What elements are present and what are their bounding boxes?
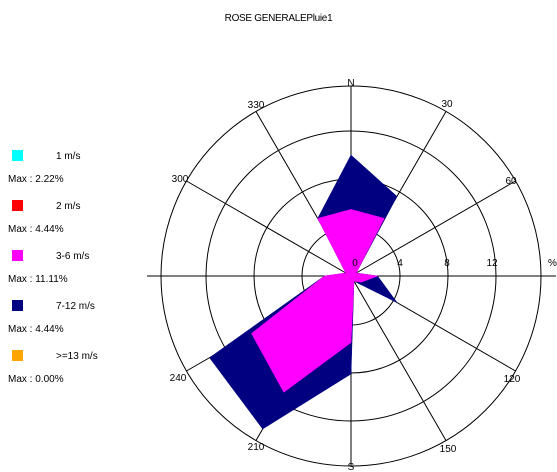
radial-tick-label: 8 xyxy=(444,258,450,269)
legend-label: 7-12 m/s xyxy=(56,301,95,312)
legend-swatch xyxy=(12,300,23,311)
direction-label: 120 xyxy=(504,374,521,385)
chart-title: ROSE GENERALEPluie1 xyxy=(224,13,333,24)
grid-spoke xyxy=(186,180,352,277)
rose-series-polygon xyxy=(251,209,385,393)
direction-label: S xyxy=(348,462,355,472)
direction-label: 330 xyxy=(248,100,265,111)
legend-label: 1 m/s xyxy=(56,151,81,162)
legend-max: Max : 11.11% xyxy=(8,274,68,285)
direction-label: 60 xyxy=(505,176,517,187)
legend-max: Max : 4.44% xyxy=(8,324,64,335)
direction-label: 300 xyxy=(172,174,189,185)
legend-entry: 7-12 m/s Max : 4.44% xyxy=(8,300,128,350)
radial-unit-label: % xyxy=(548,258,557,269)
legend-max: Max : 0.00% xyxy=(8,374,64,385)
radial-tick-label: 0 xyxy=(352,258,358,269)
legend-label: >=13 m/s xyxy=(56,351,98,362)
direction-label: 240 xyxy=(170,373,187,384)
direction-label: 150 xyxy=(440,444,457,455)
grid-spoke xyxy=(350,180,516,277)
legend: 1 m/s Max : 2.22% 2 m/s Max : 4.44% 3-6 … xyxy=(8,150,128,400)
legend-label: 2 m/s xyxy=(56,201,81,212)
legend-entry: 1 m/s Max : 2.22% xyxy=(8,150,128,200)
direction-label: 210 xyxy=(248,442,265,453)
grid-spoke xyxy=(350,275,447,441)
legend-entry: 3-6 m/s Max : 11.11% xyxy=(8,250,128,300)
legend-label: 3-6 m/s xyxy=(56,251,90,262)
legend-swatch xyxy=(12,250,23,261)
rose-series-polygon xyxy=(209,154,398,430)
legend-entry: 2 m/s Max : 4.44% xyxy=(8,200,128,250)
legend-max: Max : 2.22% xyxy=(8,174,64,185)
legend-swatch xyxy=(12,150,23,161)
direction-label: N xyxy=(347,78,354,89)
legend-swatch xyxy=(12,200,23,211)
legend-swatch xyxy=(12,350,23,361)
radial-tick-label: 4 xyxy=(397,258,403,269)
legend-entry: >=13 m/s Max : 0.00% xyxy=(8,350,128,400)
radial-tick-label: 12 xyxy=(486,258,498,269)
legend-max: Max : 4.44% xyxy=(8,224,64,235)
direction-label: 30 xyxy=(441,99,453,110)
